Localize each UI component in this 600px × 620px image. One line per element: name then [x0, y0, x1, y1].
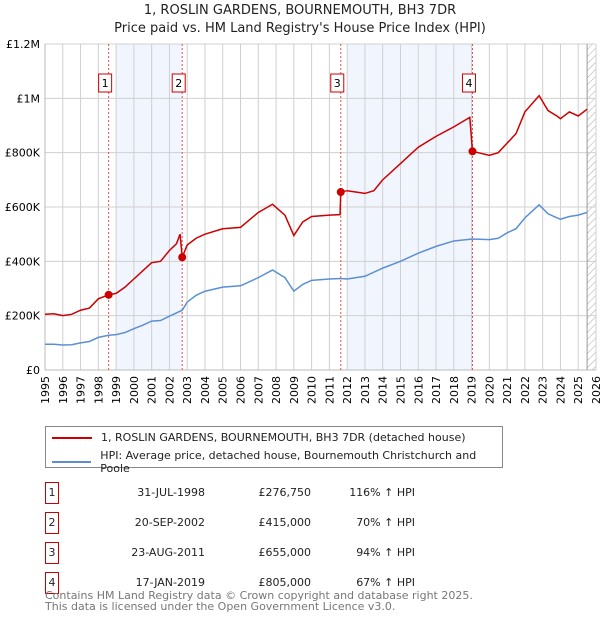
legend-label: HPI: Average price, detached house, Bour…	[100, 449, 477, 475]
transaction-row: 1 31-JUL-1998 £276,750 116% ↑ HPI	[45, 482, 445, 504]
legend-item-property: 1, ROSLIN GARDENS, BOURNEMOUTH, BH3 7DR …	[52, 431, 466, 444]
price-chart: 1995 1996 1997 1998 1999 2000 2001 2002 2003 2004…	[5, 38, 600, 404]
sale-point	[178, 253, 187, 262]
x-tick-label: 2021	[501, 376, 514, 404]
footer-line: This data is licensed under the Open Gov…	[45, 600, 396, 613]
transaction-price: £276,750	[258, 486, 312, 499]
footer: Contains HM Land Registry data © Crown c…	[45, 590, 473, 612]
legend: 1, ROSLIN GARDENS, BOURNEMOUTH, BH3 7DR …	[45, 426, 503, 475]
chart-subtitle: Price paid vs. HM Land Registry's House …	[114, 21, 486, 36]
x-tick-label: 1995	[39, 376, 52, 404]
x-tick-label: 2018	[448, 376, 461, 404]
chart-title: 1, ROSLIN GARDENS, BOURNEMOUTH, BH3 7DR	[143, 3, 457, 18]
transaction-price: £415,000	[258, 516, 312, 529]
transaction-row: 4 17-JAN-2019 £805,000 67% ↑ HPI	[45, 572, 445, 594]
x-tick-label: 2000	[128, 376, 141, 404]
x-tick-label: 2011	[323, 376, 336, 404]
footer-line: Contains HM Land Registry data © Crown c…	[45, 589, 473, 602]
x-tick-label: 2008	[270, 376, 283, 404]
hpi-line	[45, 203, 588, 346]
x-tick-label: 2002	[163, 376, 176, 404]
x-tick-label: 2009	[288, 376, 301, 404]
y-tick-label: £800K	[5, 147, 41, 160]
x-tick-label: 2003	[181, 376, 194, 404]
property-price-line	[44, 94, 588, 317]
x-tick-label: 2012	[341, 376, 354, 404]
transaction-hpi-change: 67% ↑ HPI	[356, 576, 415, 589]
legend-swatch-blue	[52, 461, 92, 463]
x-tick-label: 2007	[252, 376, 265, 404]
x-tick-label: 2016	[412, 376, 425, 404]
y-tick-label: £200K	[5, 310, 41, 323]
legend-item-hpi: HPI: Average price, detached house, Bour…	[52, 449, 502, 475]
transaction-price: £805,000	[258, 576, 312, 589]
x-tick-label: 2019	[466, 376, 479, 404]
x-tick-label: 2024	[554, 376, 567, 404]
sale-label-box	[330, 73, 345, 93]
sale-point	[468, 147, 477, 156]
x-tick-label: 2020	[483, 376, 496, 404]
transaction-hpi-change: 94% ↑ HPI	[356, 546, 415, 559]
sale-label-box	[171, 73, 186, 93]
sale-label-number: 1	[102, 77, 109, 90]
transaction-number-badge: 3	[45, 542, 59, 564]
transaction-date: 17-JAN-2019	[135, 576, 205, 589]
legend-swatch-red	[52, 436, 92, 439]
y-tick-label: £400K	[5, 255, 41, 268]
x-tick-label: 1999	[110, 376, 123, 404]
x-tick-label: 2015	[394, 376, 407, 404]
x-tick-label: 1998	[92, 376, 105, 404]
y-tick-label: £600K	[5, 201, 41, 214]
x-tick-label: 2013	[359, 376, 372, 404]
transaction-number-badge: 2	[45, 512, 59, 534]
x-tick-label: 2005	[217, 376, 230, 404]
transaction-number-badge: 4	[45, 572, 59, 594]
transaction-date: 20-SEP-2002	[134, 516, 205, 529]
transaction-hpi-change: 116% ↑ HPI	[349, 486, 415, 499]
x-tick-label: 1996	[57, 376, 70, 404]
x-tick-label: 2017	[430, 376, 443, 404]
sale-point	[336, 188, 345, 197]
x-tick-label: 2010	[306, 376, 319, 404]
sale-point	[104, 290, 113, 299]
sale-label-box	[461, 73, 476, 93]
transaction-hpi-change: 70% ↑ HPI	[356, 516, 415, 529]
x-tick-label: 2026	[590, 376, 600, 404]
transaction-date: 31-JUL-1998	[137, 486, 205, 499]
x-tick-label: 2025	[572, 376, 585, 404]
y-tick-label: £1.2M	[6, 38, 40, 51]
x-tick-label: 2001	[146, 376, 159, 404]
sale-label-box	[98, 73, 113, 93]
x-tick-label: 2006	[235, 376, 248, 404]
sale-label-number: 2	[175, 77, 182, 90]
x-tick-label: 2022	[519, 376, 532, 404]
x-tick-label: 1997	[75, 376, 88, 404]
x-tick-label: 2023	[537, 376, 550, 404]
sale-label-number: 4	[465, 77, 472, 90]
y-tick-label: £1M	[17, 92, 41, 105]
legend-label: 1, ROSLIN GARDENS, BOURNEMOUTH, BH3 7DR …	[101, 431, 466, 444]
transaction-date: 23-AUG-2011	[131, 546, 205, 559]
y-tick-label: £0	[26, 364, 40, 377]
transaction-number-badge: 1	[45, 482, 59, 504]
transaction-price: £655,000	[258, 546, 312, 559]
x-tick-label: 2004	[199, 376, 212, 404]
sale-label-number: 3	[334, 77, 341, 90]
transaction-row: 2 20-SEP-2002 £415,000 70% ↑ HPI	[45, 512, 445, 534]
x-tick-label: 2014	[377, 376, 390, 404]
transaction-row: 3 23-AUG-2011 £655,000 94% ↑ HPI	[45, 542, 445, 564]
